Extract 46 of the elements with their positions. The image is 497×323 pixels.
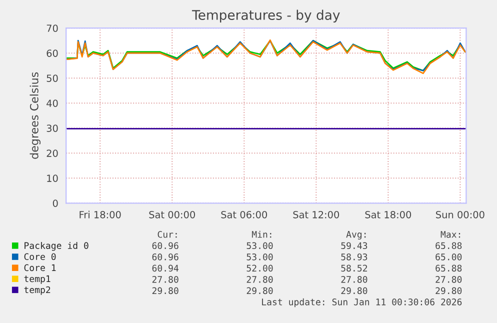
text: 52.00 bbox=[246, 264, 273, 272]
legend-label: temp2 bbox=[24, 286, 50, 295]
y-tick-label: 30 bbox=[46, 124, 58, 132]
y-tick-label: 50 bbox=[46, 74, 58, 82]
x-tick-label: Fri 18:00 bbox=[80, 210, 121, 218]
x-tick-label: Sat 12:00 bbox=[293, 210, 340, 218]
text: 53.00 bbox=[246, 242, 273, 250]
legend-label: Core 1 bbox=[24, 264, 56, 272]
y-tick-label: 60 bbox=[46, 50, 58, 57]
chart-title: Temperatures - by day bbox=[192, 10, 340, 23]
text: 58.93 bbox=[341, 253, 368, 260]
text: 60.96 bbox=[152, 242, 178, 250]
text: 60.96 bbox=[152, 253, 178, 260]
text: Max: bbox=[440, 231, 460, 238]
text: 29.80 bbox=[246, 287, 273, 294]
y-tick-label: 0 bbox=[52, 200, 58, 207]
x-tick-label: Sun 00:00 bbox=[436, 210, 484, 218]
text: 29.80 bbox=[436, 287, 462, 294]
x-tick-label: Sat 06:00 bbox=[221, 210, 268, 218]
x-tick-label: Sat 00:00 bbox=[149, 210, 196, 218]
y-tick-label: 20 bbox=[46, 150, 58, 157]
text: Last update: Sun Jan 11 00:30:06 2026 bbox=[262, 298, 462, 308]
text: 27.80 bbox=[436, 276, 462, 283]
text: Avg: bbox=[346, 231, 366, 240]
text: 27.80 bbox=[341, 276, 368, 283]
text: 58.52 bbox=[341, 264, 368, 272]
x-tick-label: Sat 18:00 bbox=[365, 210, 412, 218]
text: 65.00 bbox=[436, 253, 462, 260]
text: 60.94 bbox=[152, 264, 178, 272]
text: 65.88 bbox=[436, 264, 462, 272]
text: 59.43 bbox=[341, 242, 368, 250]
text: 27.80 bbox=[152, 276, 178, 283]
y-tick-label: 10 bbox=[47, 174, 58, 182]
text: 29.80 bbox=[152, 287, 178, 294]
text: 65.88 bbox=[436, 242, 462, 250]
y-tick-label: 70 bbox=[46, 24, 58, 32]
legend-label: Package id 0 bbox=[24, 242, 88, 251]
y-tick-label: 40 bbox=[46, 100, 58, 107]
legend-label: Core 0 bbox=[24, 253, 56, 260]
legend-label: temp1 bbox=[24, 275, 50, 284]
text: 53.00 bbox=[246, 253, 273, 260]
text: 27.80 bbox=[246, 276, 273, 283]
y-axis-title: degrees Celsius bbox=[30, 72, 41, 159]
text: Cur: bbox=[158, 230, 177, 238]
text: Min: bbox=[252, 230, 272, 238]
text: 29.80 bbox=[341, 287, 368, 294]
